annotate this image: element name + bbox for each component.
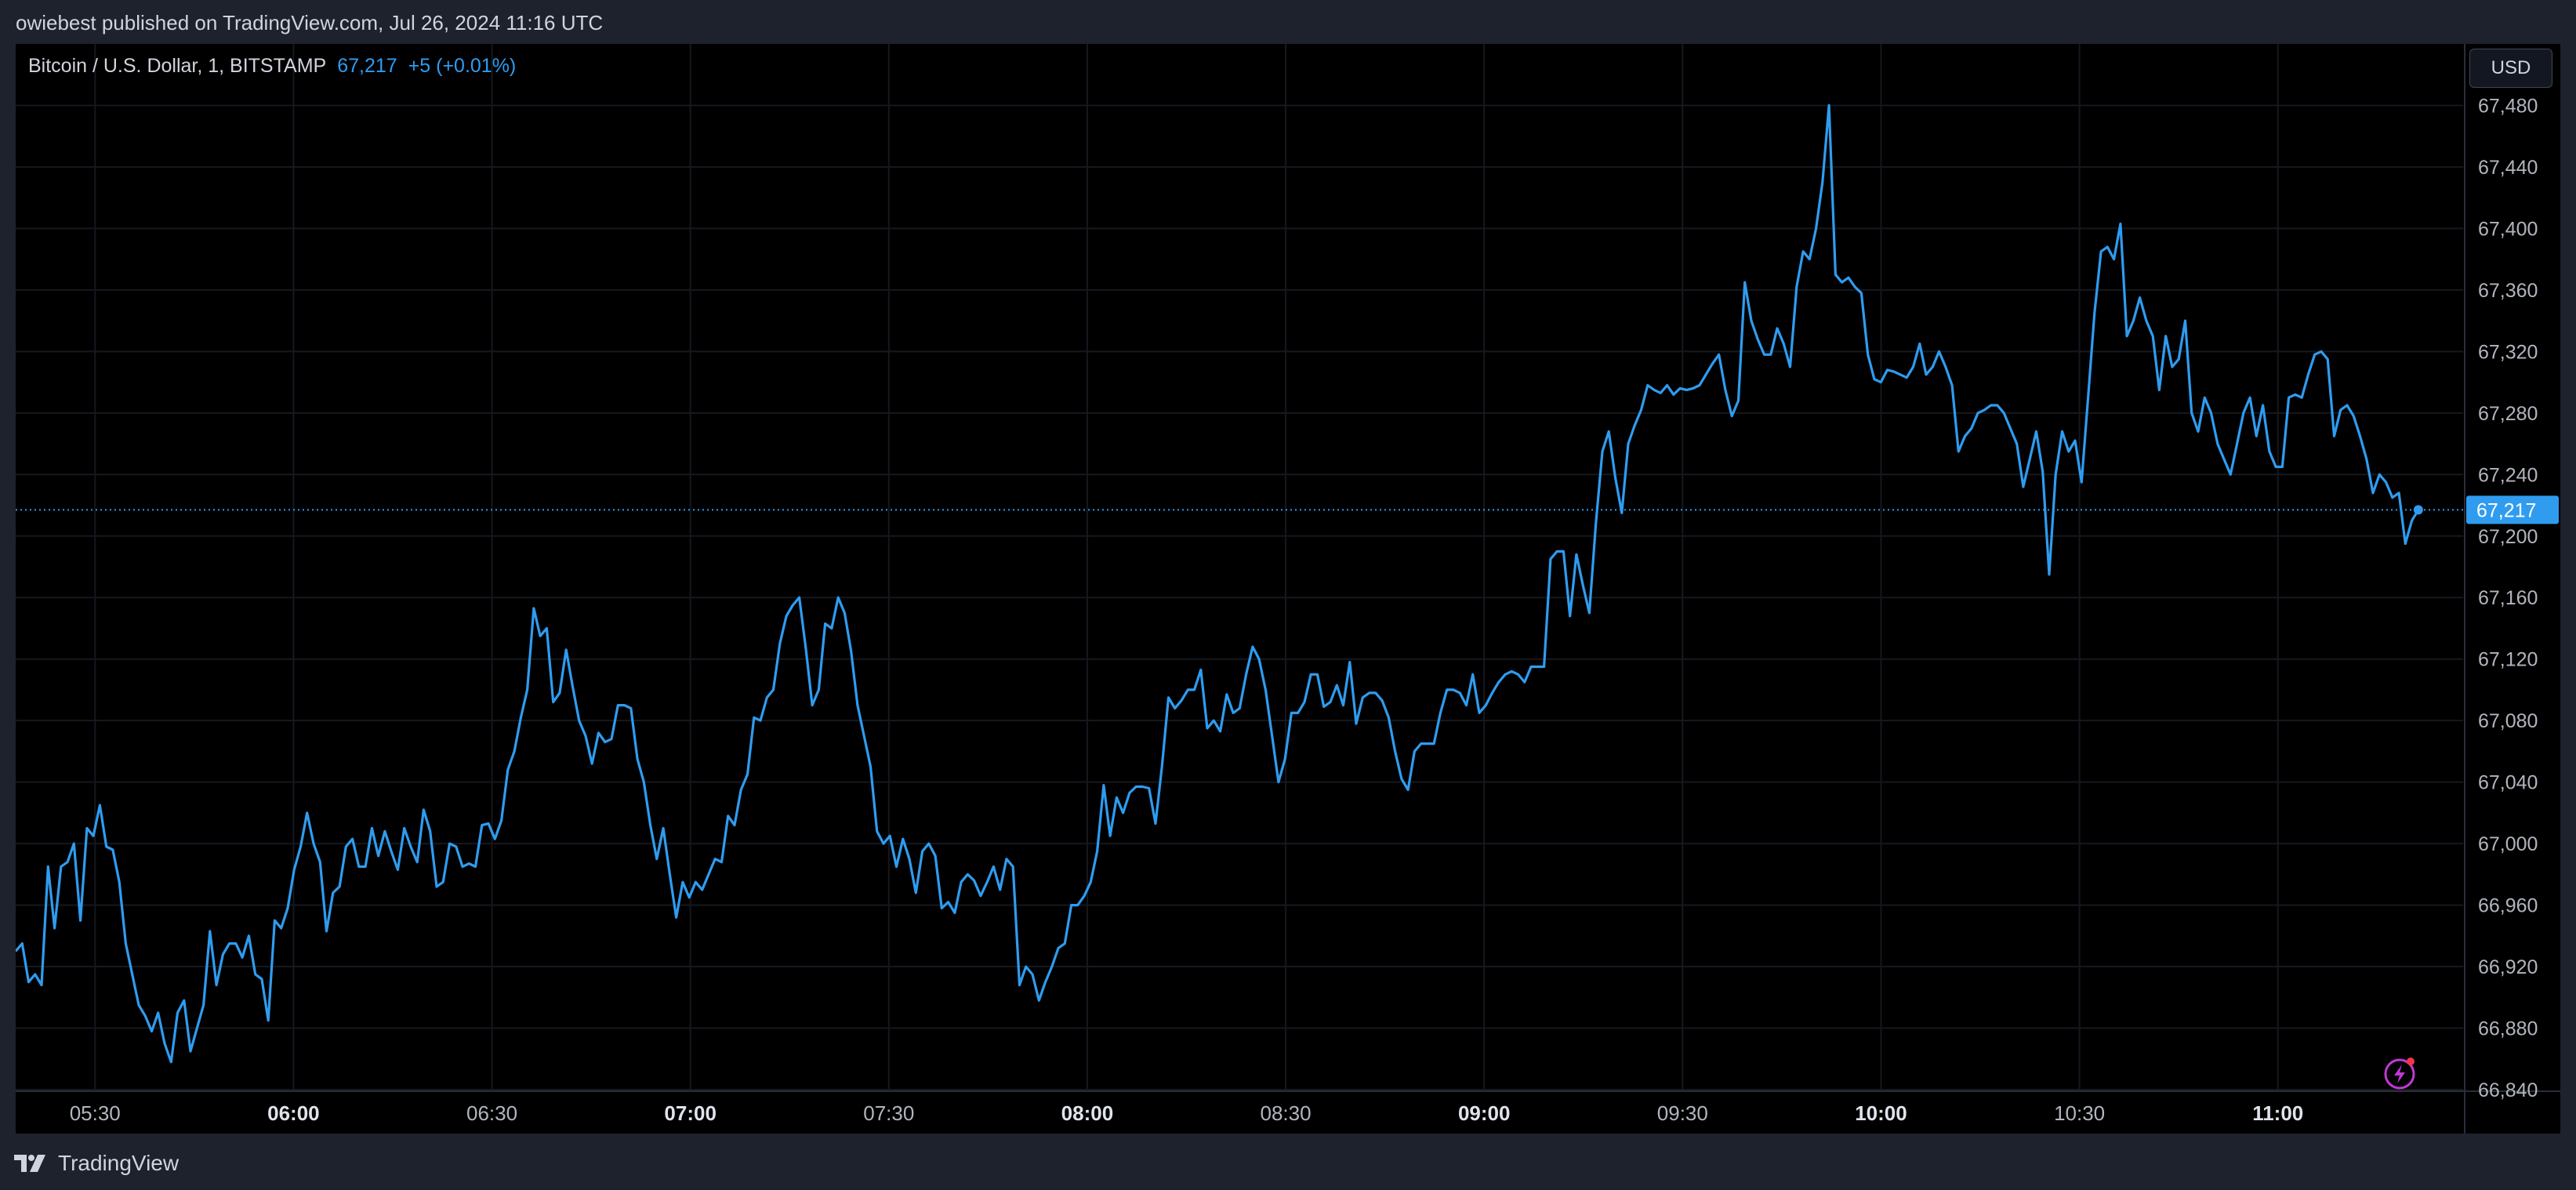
chart-legend: Bitcoin / U.S. Dollar, 1, BITSTAMP 67,21… <box>28 55 516 78</box>
legend-price: 67,217 <box>337 55 397 77</box>
x-tick-label: 06:30 <box>466 1101 517 1125</box>
tradingview-logo-icon <box>14 1155 45 1172</box>
y-tick-label: 66,880 <box>2478 1018 2538 1040</box>
last-price-dot <box>2413 505 2423 515</box>
x-tick-label: 09:00 <box>1458 1101 1511 1125</box>
y-tick-label: 67,120 <box>2478 649 2538 671</box>
last-price-tag-label: 67,217 <box>2476 499 2536 521</box>
x-tick-label: 08:30 <box>1261 1101 1312 1125</box>
x-tick-label: 09:30 <box>1657 1101 1708 1125</box>
price-series-line <box>16 103 2420 1064</box>
last-price-tag <box>2466 495 2559 524</box>
footer: TradingView <box>14 1146 179 1181</box>
x-tick-label: 06:00 <box>267 1101 320 1125</box>
chart-background <box>16 44 2560 1134</box>
x-tick-label: 11:00 <box>2252 1101 2303 1125</box>
lightning-icon[interactable] <box>2383 1054 2419 1090</box>
y-tick-label: 67,160 <box>2478 587 2538 609</box>
y-tick-label: 67,440 <box>2478 157 2538 179</box>
y-tick-label: 67,240 <box>2478 464 2538 486</box>
legend-change: +5 (+0.01%) <box>408 55 517 77</box>
y-tick-label: 67,400 <box>2478 218 2538 240</box>
y-tick-label: 66,920 <box>2478 956 2538 978</box>
x-tick-label: 07:00 <box>664 1101 717 1125</box>
legend-symbol: Bitcoin / U.S. Dollar, 1, BITSTAMP <box>28 55 327 77</box>
footer-brand: TradingView <box>58 1151 180 1175</box>
y-tick-label: 67,320 <box>2478 341 2538 363</box>
y-tick-label: 66,960 <box>2478 895 2538 917</box>
price-chart[interactable]: 66,840 66,880 66,920 66,960 67,000 67,040 67,0… <box>16 44 2560 1134</box>
chart-area[interactable]: 66,840 66,880 66,920 66,960 67,000 67,040 67,0… <box>16 44 2560 1134</box>
x-tick-label: 10:00 <box>1855 1101 1907 1125</box>
currency-button[interactable]: USD <box>2469 49 2552 88</box>
y-tick-label: 66,840 <box>2478 1079 2538 1101</box>
x-tick-label: 07:30 <box>863 1101 914 1125</box>
y-tick-label: 67,040 <box>2478 772 2538 794</box>
x-tick-label: 05:30 <box>70 1101 121 1125</box>
y-tick-label: 67,200 <box>2478 526 2538 548</box>
y-tick-label: 67,480 <box>2478 95 2538 117</box>
x-tick-label: 08:00 <box>1061 1101 1114 1125</box>
y-tick-label: 67,000 <box>2478 833 2538 855</box>
top-bar: owiebest published on TradingView.com, J… <box>0 0 2576 44</box>
x-tick-label: 10:30 <box>2054 1101 2105 1125</box>
y-tick-label: 67,280 <box>2478 403 2538 425</box>
y-tick-label: 67,080 <box>2478 710 2538 732</box>
y-tick-label: 67,360 <box>2478 280 2538 302</box>
publisher-line: owiebest published on TradingView.com, J… <box>16 11 604 34</box>
